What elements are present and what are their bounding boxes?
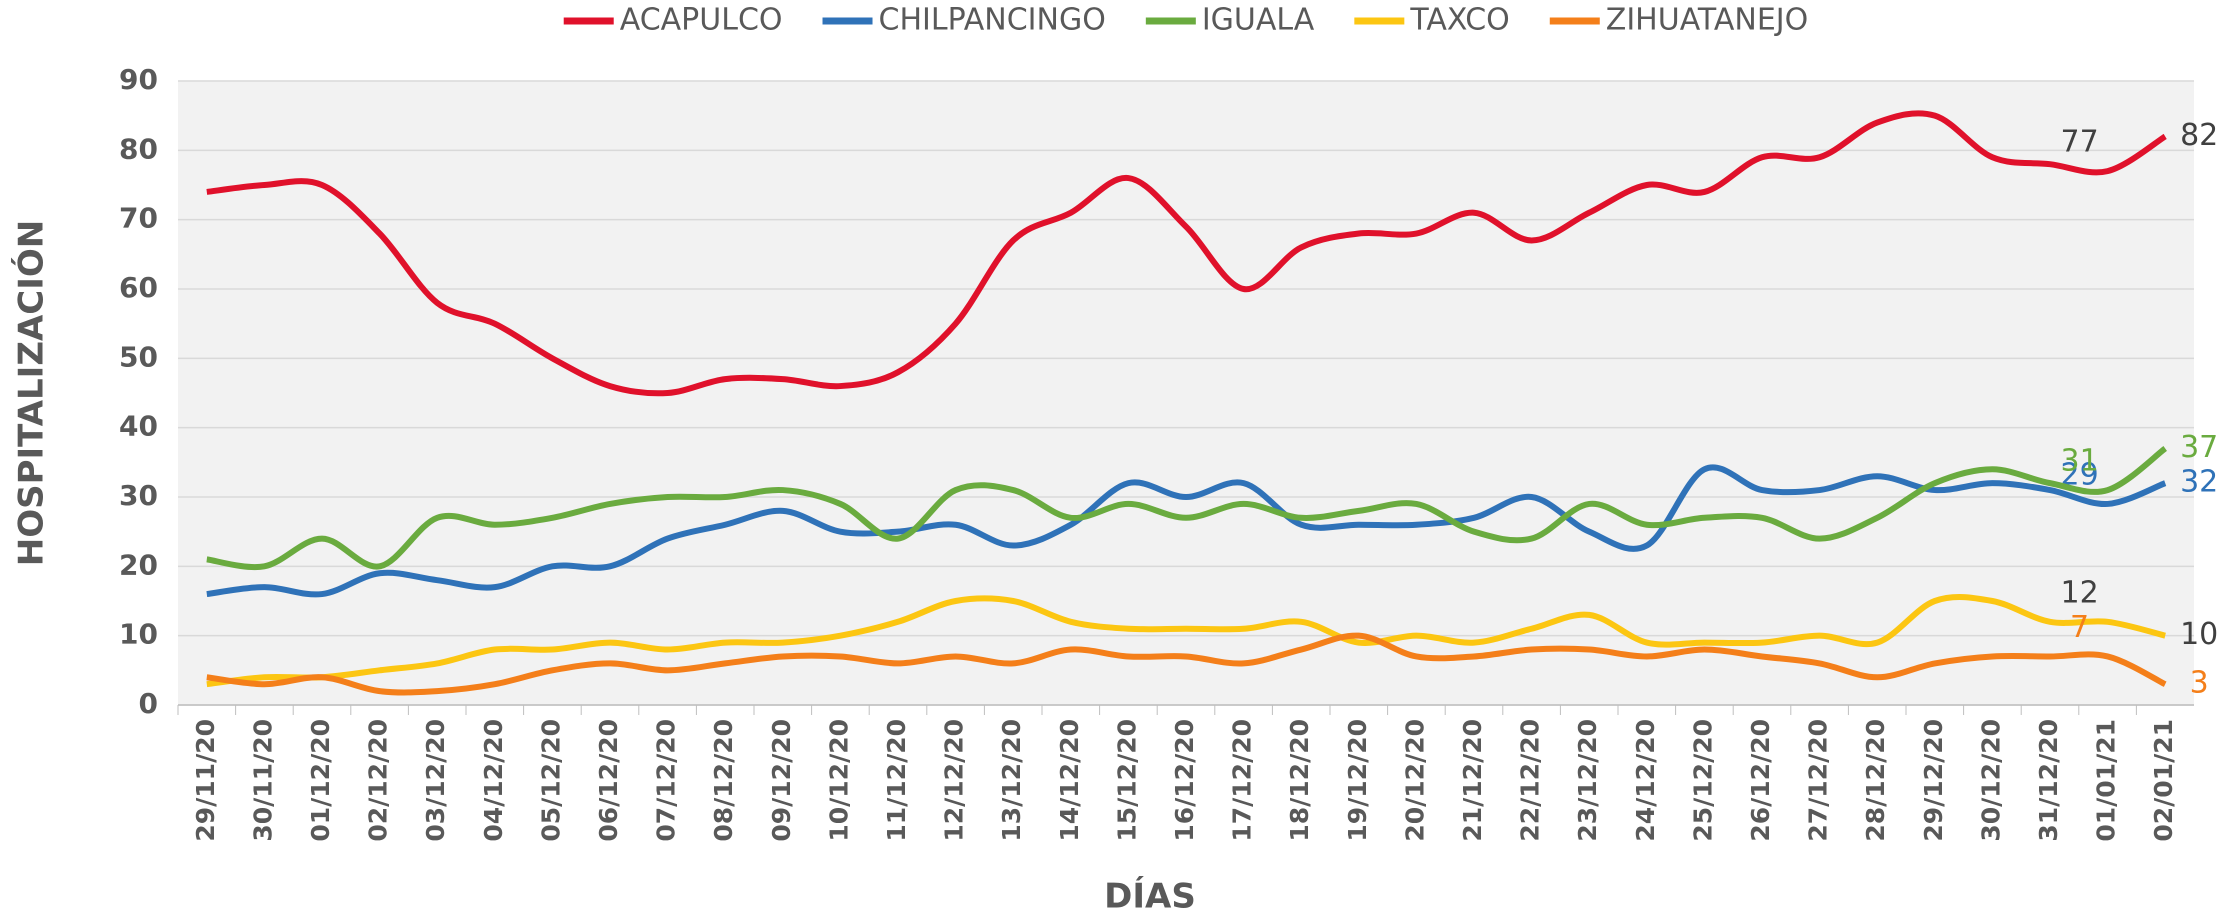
- y-tick-label: 50: [119, 340, 158, 373]
- x-tick-label: 12/12/20: [940, 719, 969, 842]
- x-tick-label: 28/12/20: [1861, 719, 1890, 842]
- x-tick-label: 06/12/20: [594, 719, 623, 842]
- x-tick-label: 05/12/20: [536, 719, 565, 842]
- x-tick-label: 27/12/20: [1804, 719, 1833, 842]
- x-tick-label: 13/12/20: [997, 719, 1026, 842]
- x-tick-label: 11/12/20: [882, 719, 911, 842]
- series-line: [206, 594, 2166, 688]
- x-tick-label: 01/01/21: [2092, 719, 2121, 842]
- data-label: 3: [2190, 666, 2209, 701]
- x-tick-label: 15/12/20: [1112, 719, 1141, 842]
- x-tick-label: 30/11/20: [248, 719, 277, 842]
- x-tick-label: 25/12/20: [1688, 719, 1717, 842]
- data-label: 7: [2070, 610, 2089, 645]
- x-tick-label: 18/12/20: [1285, 719, 1314, 842]
- x-tick-label: 30/12/20: [1976, 719, 2005, 842]
- x-tick-label: 22/12/20: [1516, 719, 1545, 842]
- x-tick-label: 20/12/20: [1400, 719, 1429, 842]
- data-label: 10: [2180, 617, 2218, 652]
- data-label: 31: [2061, 444, 2099, 479]
- y-tick-label: 90: [119, 63, 158, 96]
- x-tick-label: 17/12/20: [1228, 719, 1257, 842]
- legend: ACAPULCO CHILPANCINGO IGUALA TAXCO ZIHUATANE…: [563, 3, 1809, 38]
- x-tick-label: 03/12/20: [421, 719, 450, 842]
- y-tick-label: 60: [119, 271, 158, 304]
- x-tick-label: 16/12/20: [1170, 719, 1199, 842]
- legend-label: ACAPULCO: [620, 3, 783, 38]
- y-tick-label: 20: [119, 548, 158, 581]
- y-tick-label: 0: [139, 687, 158, 720]
- x-tick-label: 21/12/20: [1458, 719, 1487, 842]
- x-axis-title: DÍAS: [1104, 876, 1196, 915]
- data-label: 77: [2061, 125, 2099, 160]
- data-label: 82: [2180, 118, 2218, 153]
- legend-label: IGUALA: [1202, 3, 1315, 38]
- x-tick-label: 10/12/20: [824, 719, 853, 842]
- series-line: [206, 632, 2167, 696]
- y-tick-label: 10: [119, 618, 158, 651]
- x-tick-label: 24/12/20: [1631, 719, 1660, 842]
- y-tick-label: 30: [119, 479, 158, 512]
- y-axis-title: HOSPITALIZACIÓN: [11, 220, 52, 567]
- x-tick-label: 07/12/20: [652, 719, 681, 842]
- data-label: 37: [2180, 430, 2218, 465]
- series-line: [206, 110, 2167, 397]
- plot-area: [178, 81, 2194, 705]
- x-tick-label: 19/12/20: [1343, 719, 1372, 842]
- y-tick-label: 80: [119, 132, 158, 165]
- x-tick-label: 26/12/20: [1746, 719, 1775, 842]
- legend-label: ZIHUATANEJO: [1606, 3, 1809, 38]
- series-line: [206, 446, 2168, 571]
- series-line: [206, 464, 2167, 598]
- x-tick-label: 01/12/20: [306, 719, 335, 842]
- x-tick-label: 08/12/20: [709, 719, 738, 842]
- x-tick-label: 29/11/20: [191, 719, 220, 842]
- data-label: 32: [2180, 465, 2218, 500]
- data-label: 12: [2061, 575, 2099, 610]
- legend-label: TAXCO: [1409, 3, 1509, 38]
- x-tick-label: 14/12/20: [1055, 719, 1084, 842]
- x-tick-label: 23/12/20: [1573, 719, 1602, 842]
- x-tick-label: 31/12/20: [2034, 719, 2063, 842]
- x-tick-label: 02/12/20: [364, 719, 393, 842]
- x-tick-label: 09/12/20: [767, 719, 796, 842]
- x-tick-label: 02/01/21: [2149, 719, 2178, 842]
- y-tick-label: 40: [119, 410, 158, 443]
- x-tick-label: 29/12/20: [1919, 719, 1948, 842]
- y-tick-label: 70: [119, 202, 158, 235]
- x-tick-label: 04/12/20: [479, 719, 508, 842]
- legend-label: CHILPANCINGO: [879, 3, 1106, 38]
